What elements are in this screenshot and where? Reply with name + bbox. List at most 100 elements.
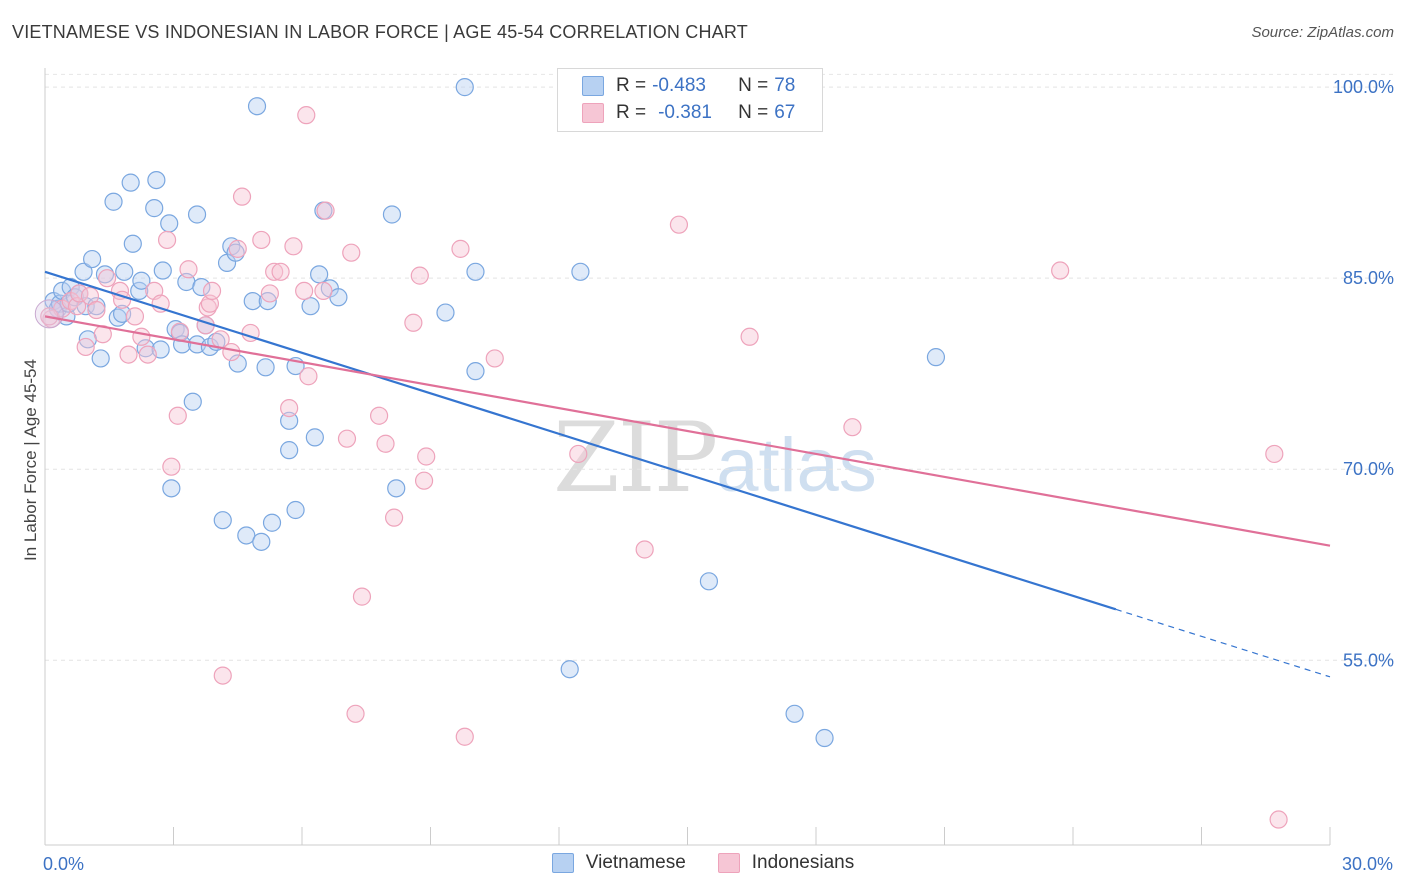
point-indonesians (370, 406, 389, 425)
x-tick-label-left: 0.0% (43, 854, 84, 874)
point-vietnamese (153, 261, 172, 280)
point-vietnamese (286, 500, 305, 520)
trend-lines (44, 270, 1331, 678)
point-vietnamese (699, 572, 719, 591)
legend-swatch-vietnamese (582, 76, 604, 96)
point-indonesians (669, 215, 689, 234)
series-name: Vietnamese (585, 852, 686, 873)
point-indonesians (222, 342, 241, 362)
point-indonesians (299, 367, 318, 386)
legend-r-value: -0.483 (652, 75, 706, 96)
point-vietnamese (115, 262, 134, 281)
point-indonesians (1051, 261, 1070, 280)
point-vietnamese (123, 234, 142, 253)
point-vietnamese (301, 297, 320, 316)
y-tick-label: 55.0% (1343, 650, 1394, 670)
point-indonesians (1265, 444, 1284, 464)
point-indonesians (76, 337, 95, 357)
point-vietnamese (247, 97, 267, 116)
watermark-atlas: atlas (716, 423, 877, 508)
point-vietnamese (262, 513, 282, 532)
point-indonesians (70, 284, 89, 303)
point-vietnamese (280, 441, 299, 460)
legend-swatch-indonesians (582, 103, 604, 123)
point-indonesians (352, 587, 372, 606)
axes (44, 68, 1331, 846)
series-name: Indonesians (751, 852, 855, 873)
y-tick-label: 100.0% (1333, 77, 1394, 97)
point-indonesians (635, 540, 654, 559)
point-indonesians (404, 313, 423, 332)
point-vietnamese (305, 428, 324, 447)
point-vietnamese (104, 192, 123, 211)
point-vietnamese (252, 532, 271, 551)
point-indonesians (260, 284, 279, 303)
point-indonesians (414, 471, 434, 490)
point-vietnamese (187, 205, 207, 224)
point-vietnamese (571, 262, 590, 281)
point-indonesians (569, 444, 588, 464)
point-indonesians (157, 230, 177, 250)
point-indonesians (98, 269, 117, 288)
point-vietnamese (560, 660, 579, 679)
tick-labels: 100.0% 85.0% 70.0% 55.0% 0.0% 30.0% (43, 77, 1394, 874)
point-vietnamese (243, 292, 262, 311)
point-vietnamese (132, 271, 151, 290)
point-indonesians (125, 307, 145, 326)
point-indonesians (316, 201, 335, 220)
point-indonesians (132, 327, 151, 346)
point-indonesians (271, 262, 290, 281)
point-indonesians (213, 666, 232, 685)
point-indonesians (179, 260, 198, 279)
point-indonesians (451, 239, 470, 258)
series-legend: Vietnamese Indonesians (0, 852, 1406, 874)
grid-lines (45, 73, 1395, 661)
trendline-indonesians (44, 315, 1331, 547)
point-vietnamese (926, 348, 946, 367)
point-vietnamese (815, 728, 834, 748)
point-vietnamese (382, 205, 402, 224)
point-vietnamese (192, 277, 211, 297)
point-indonesians (740, 327, 759, 346)
point-indonesians (843, 418, 862, 437)
point-indonesians (376, 434, 395, 453)
x-tick-label-right: 30.0% (1342, 854, 1393, 874)
legend-n-value: 78 (774, 75, 796, 96)
point-indonesians (284, 237, 303, 256)
point-vietnamese (91, 349, 110, 368)
legend-row-indonesians: R = -0.381 N = 67 (582, 101, 795, 125)
series-legend-indonesians: Indonesians (717, 852, 855, 874)
point-indonesians (202, 281, 222, 301)
point-vietnamese (466, 362, 485, 381)
point-vietnamese (785, 704, 804, 723)
point-indonesians (384, 508, 404, 527)
point-indonesians (346, 704, 365, 723)
point-indonesians (232, 187, 252, 206)
point-indonesians (252, 230, 271, 250)
point-indonesians (410, 266, 429, 285)
point-vietnamese (183, 392, 202, 411)
legend-row-vietnamese: R = -0.483 N = 78 (582, 74, 795, 98)
y-tick-label: 70.0% (1343, 459, 1394, 479)
point-vietnamese (213, 511, 232, 530)
chart-source: Source: ZipAtlas.com (1251, 24, 1394, 41)
point-indonesians (170, 322, 190, 341)
legend-n-value: 67 (774, 102, 796, 123)
legend-r-label: R = (616, 102, 647, 123)
point-indonesians (314, 281, 333, 301)
point-indonesians (297, 106, 316, 125)
point-vietnamese (228, 354, 247, 373)
point-indonesians (295, 281, 314, 301)
point-indonesians (1269, 810, 1288, 829)
series-swatch-vietnamese (551, 853, 574, 873)
point-vietnamese (83, 249, 102, 269)
point-indonesians (485, 349, 504, 368)
point-indonesians (417, 447, 436, 466)
point-indonesians (138, 345, 157, 364)
point-indonesians (342, 243, 361, 262)
point-vietnamese (455, 78, 474, 97)
point-vietnamese (310, 265, 329, 284)
point-vietnamese (74, 262, 93, 281)
point-vietnamese (87, 297, 106, 316)
point-vietnamese (162, 479, 181, 498)
